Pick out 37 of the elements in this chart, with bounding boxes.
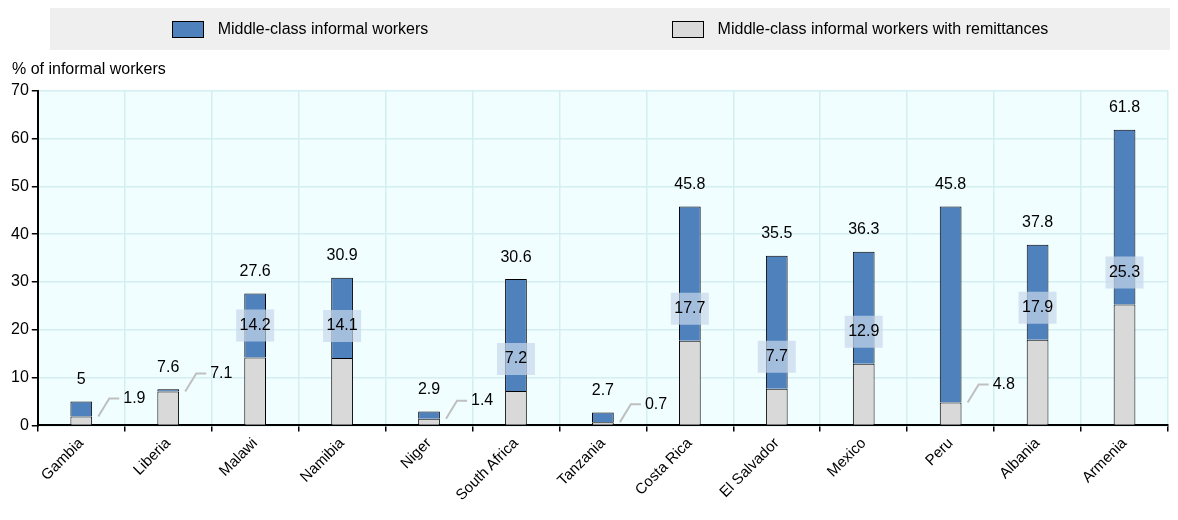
y-tick-label: 70 — [11, 81, 29, 99]
total-label: 45.8 — [674, 174, 706, 192]
total-label: 30.9 — [326, 246, 358, 264]
data-label: 7.7 — [765, 347, 788, 365]
y-tick-label: 0 — [19, 415, 29, 433]
total-label: 2.7 — [591, 380, 615, 398]
data-label: 25.3 — [1108, 262, 1141, 280]
data-label: 7.2 — [504, 349, 528, 367]
total-label: 2.9 — [417, 380, 441, 398]
data-label: 14.2 — [239, 315, 271, 333]
data-label: 4.8 — [992, 374, 1015, 392]
total-label: 7.6 — [157, 357, 180, 375]
data-label: 7.1 — [210, 363, 233, 381]
y-tick-label: 60 — [11, 128, 29, 146]
data-label: 1.4 — [471, 391, 494, 409]
y-axis-title: % of informal workers — [12, 60, 167, 78]
total-label: 27.6 — [239, 261, 271, 279]
y-tick-label: 50 — [11, 176, 29, 194]
data-label: 17.7 — [674, 299, 706, 317]
total-label: 61.8 — [1108, 98, 1141, 116]
data-label: 1.9 — [123, 388, 146, 406]
total-label: 30.6 — [500, 247, 532, 265]
y-tick-label: 10 — [11, 368, 29, 386]
legend-label: Middle-class informal workers with remittances — [717, 20, 1049, 38]
total-label: 35.5 — [761, 224, 793, 242]
y-tick-label: 20 — [11, 320, 29, 338]
total-label: 36.3 — [848, 220, 880, 238]
total-label: 37.8 — [1022, 213, 1054, 231]
data-label: 14.1 — [326, 316, 358, 334]
data-label: 17.9 — [1022, 298, 1054, 316]
total-label: 5 — [76, 369, 86, 387]
data-label: 0.7 — [644, 394, 668, 412]
legend-label: Middle-class informal workers — [217, 20, 429, 38]
y-tick-label: 40 — [11, 224, 29, 242]
data-label: 12.9 — [848, 322, 880, 340]
y-tick-label: 30 — [11, 272, 29, 290]
total-label: 45.8 — [935, 174, 967, 192]
